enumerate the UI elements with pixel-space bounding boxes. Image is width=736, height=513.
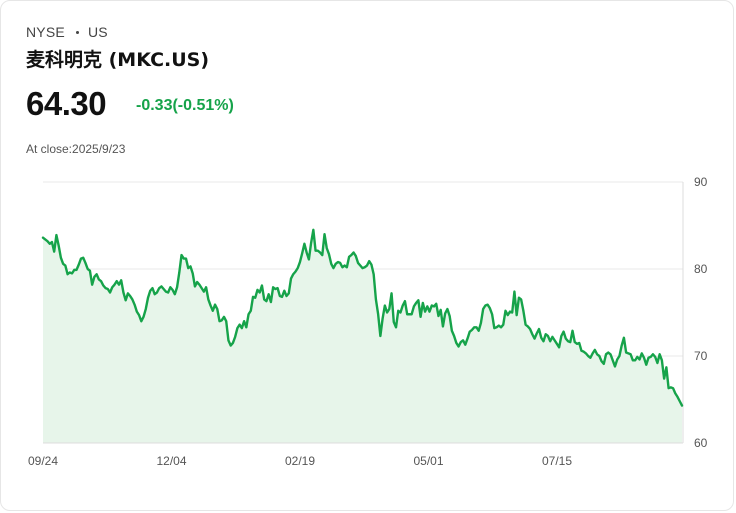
separator-dot [75,30,79,34]
x-tick-label: 07/15 [542,454,572,468]
y-tick-label: 60 [694,436,708,450]
y-tick-label: 70 [694,349,708,363]
close-time: At close:2025/9/23 [26,142,126,156]
x-tick-label: 02/19 [285,454,315,468]
x-tick-label: 12/04 [156,454,186,468]
price-line [41,228,684,407]
region-label: US [87,24,108,40]
price-area [43,229,682,443]
exchange-line: NYSE US [26,24,108,40]
price-change: -0.33(-0.51%) [136,97,234,114]
x-tick-label: 09/24 [28,454,58,468]
y-tick-label: 90 [694,175,708,189]
stock-name: 麦科明克 (MKC.US) [26,49,210,71]
x-tick-label: 05/01 [413,454,443,468]
y-tick-label: 80 [694,262,708,276]
last-price: 64.30 [26,85,107,122]
exchange-label: NYSE [26,24,65,40]
